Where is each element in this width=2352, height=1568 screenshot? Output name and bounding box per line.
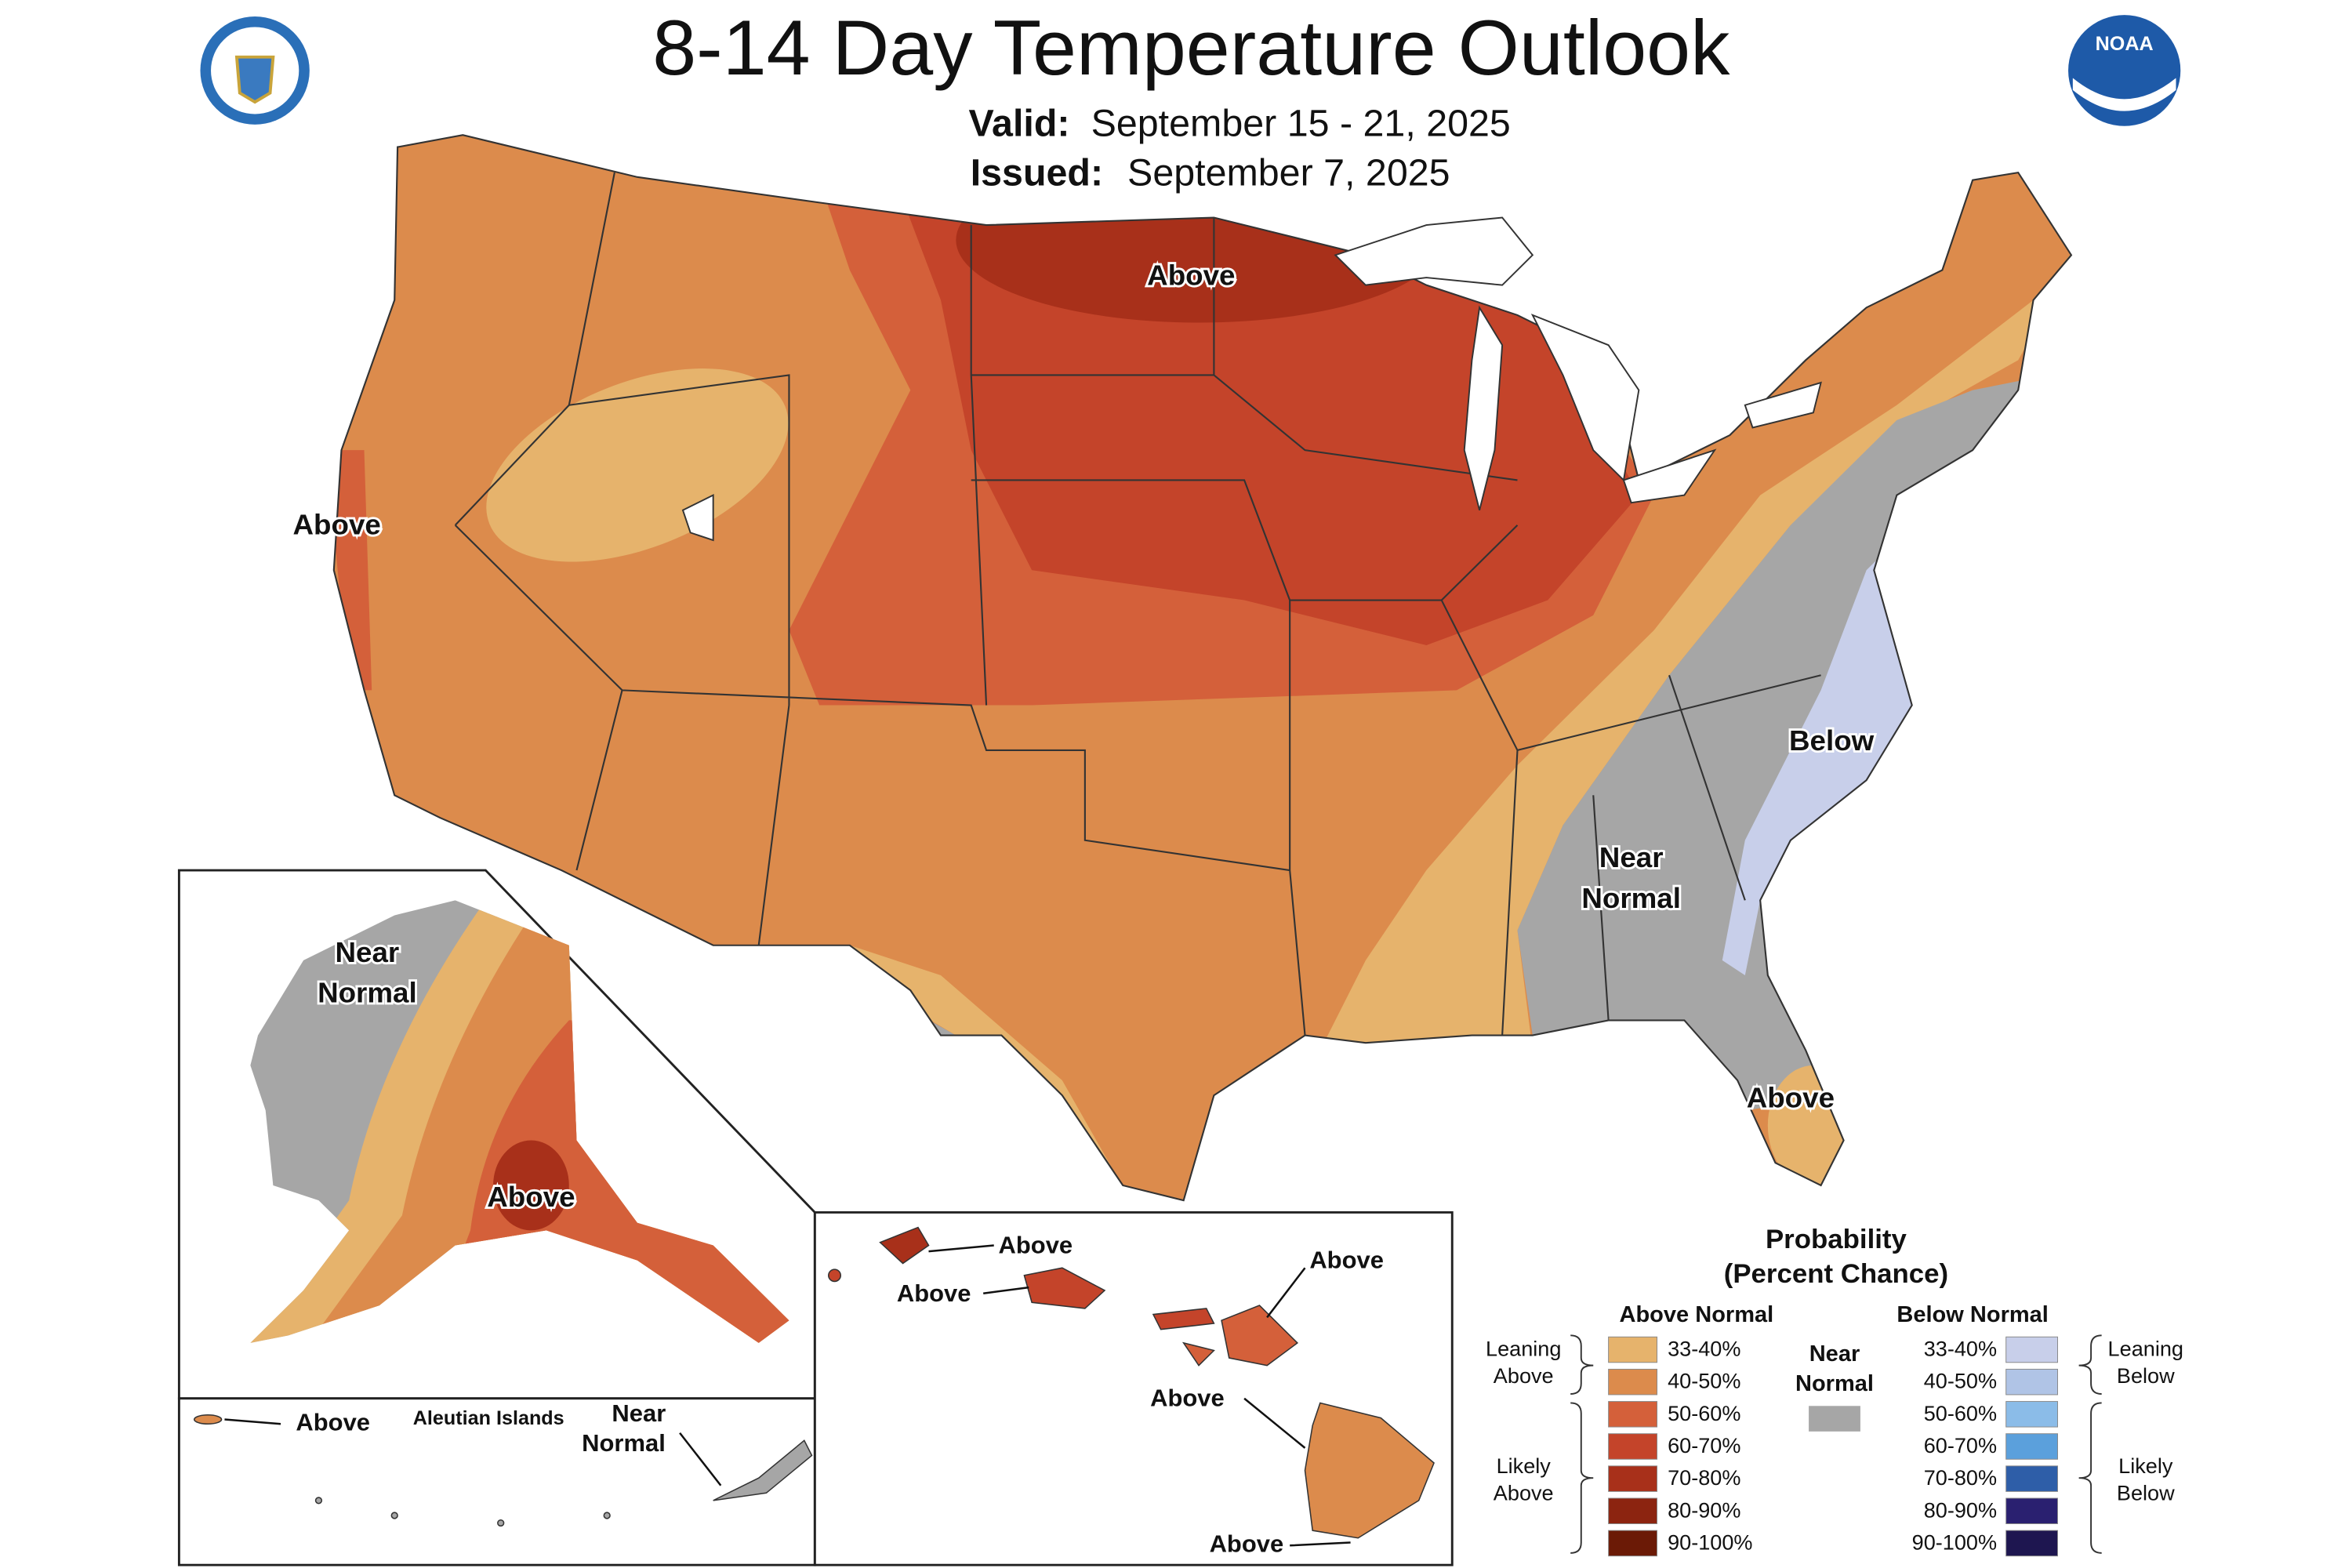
legend-group: Leaning — [1486, 1338, 1561, 1361]
legend-swatch — [2005, 1368, 2058, 1396]
legend-swatch — [1608, 1465, 1658, 1492]
legend-swatch — [1608, 1530, 1658, 1557]
valid-date: September 15 - 21, 2025 — [1091, 103, 1511, 145]
legend-header: Above Normal — [1619, 1302, 1773, 1327]
legend-group: Leaning — [2108, 1338, 2183, 1361]
legend-label: 90-100% — [1668, 1531, 1752, 1555]
legend-swatch — [1608, 1401, 1658, 1428]
region-label: Normal — [318, 977, 417, 1009]
region-label: Above — [1150, 1385, 1225, 1412]
valid-label: Valid: — [968, 103, 1069, 145]
legend-near: Normal — [1795, 1371, 1874, 1396]
legend-label: 50-60% — [1668, 1402, 1740, 1425]
legend-swatch — [1809, 1406, 1860, 1432]
region-label: Above — [293, 509, 381, 541]
legend-swatch — [1608, 1368, 1658, 1396]
region-label: Above — [487, 1181, 575, 1213]
legend-brace — [1570, 1334, 2102, 1554]
region-label: Normal — [582, 1429, 666, 1457]
legend-label: 40-50% — [1924, 1370, 1997, 1393]
aleutian-islands — [193, 1414, 813, 1527]
commerce-seal — [200, 16, 310, 125]
region-label: Near — [1599, 841, 1664, 873]
legend-label: 90-100% — [1912, 1531, 1997, 1555]
great-lakes — [681, 216, 1822, 542]
region-label: Normal — [1581, 882, 1681, 914]
region-label: Above — [1309, 1247, 1384, 1274]
legend-label: 60-70% — [1668, 1434, 1740, 1457]
legend-swatch — [2005, 1336, 2058, 1363]
legend-group: Below — [2117, 1481, 2175, 1504]
hawaii-islands — [828, 1226, 1435, 1539]
legend-group: Likely — [2118, 1454, 2173, 1478]
region-label: Above — [1147, 260, 1235, 292]
legend-group: Likely — [1497, 1454, 1552, 1478]
legend-label: 60-70% — [1924, 1434, 1997, 1457]
legend-group: Above — [1494, 1481, 1554, 1504]
region-label: Near — [336, 936, 400, 968]
region-label: Near — [612, 1399, 666, 1427]
legend-swatch — [2005, 1465, 2058, 1492]
legend-label: 33-40% — [1924, 1338, 1997, 1361]
state-borders — [454, 172, 1821, 1036]
legend-label: 33-40% — [1668, 1338, 1740, 1361]
leader-line — [928, 1244, 1351, 1547]
leader-line — [224, 1418, 722, 1486]
legend-swatch — [2005, 1497, 2058, 1525]
region-label: Above — [1210, 1530, 1284, 1558]
legend-group: Below — [2117, 1364, 2175, 1388]
region-label: Above — [999, 1232, 1073, 1259]
inset-title: Aleutian Islands — [413, 1407, 564, 1429]
legend-swatch — [1608, 1433, 1658, 1460]
region-label: Above — [296, 1409, 370, 1436]
legend-near: Near — [1809, 1341, 1860, 1367]
legend-label: 70-80% — [1924, 1466, 1997, 1490]
issued-date: September 7, 2025 — [1127, 152, 1450, 194]
issued-label: Issued: — [971, 152, 1103, 194]
legend: Probability (Percent Chance) Above Norma… — [1486, 1225, 2183, 1557]
legend-label: 40-50% — [1668, 1370, 1740, 1393]
noaa-text: NOAA — [2096, 33, 2154, 55]
legend-swatch — [1608, 1336, 1658, 1363]
legend-title: Probability — [1766, 1225, 1907, 1254]
legend-label: 70-80% — [1668, 1466, 1740, 1490]
legend-swatch — [2005, 1433, 2058, 1460]
title: 8-14 Day Temperature Outlook — [652, 5, 1730, 92]
legend-group: Above — [1494, 1364, 1554, 1388]
legend-swatch — [2005, 1401, 2058, 1428]
noaa-logo: NOAA — [2068, 15, 2181, 126]
aleutian-inset — [177, 1397, 816, 1566]
legend-swatch — [2005, 1530, 2058, 1557]
legend-label: 80-90% — [1668, 1498, 1740, 1522]
legend-swatch — [1608, 1497, 1658, 1525]
legend-title: (Percent Chance) — [1724, 1259, 1948, 1289]
region-label: Above — [1747, 1082, 1835, 1114]
legend-label: 50-60% — [1924, 1402, 1997, 1425]
legend-header: Below Normal — [1896, 1302, 2049, 1327]
region-label: Above — [897, 1279, 971, 1307]
region-label: Below — [1789, 724, 1875, 757]
legend-label: 80-90% — [1924, 1498, 1997, 1522]
